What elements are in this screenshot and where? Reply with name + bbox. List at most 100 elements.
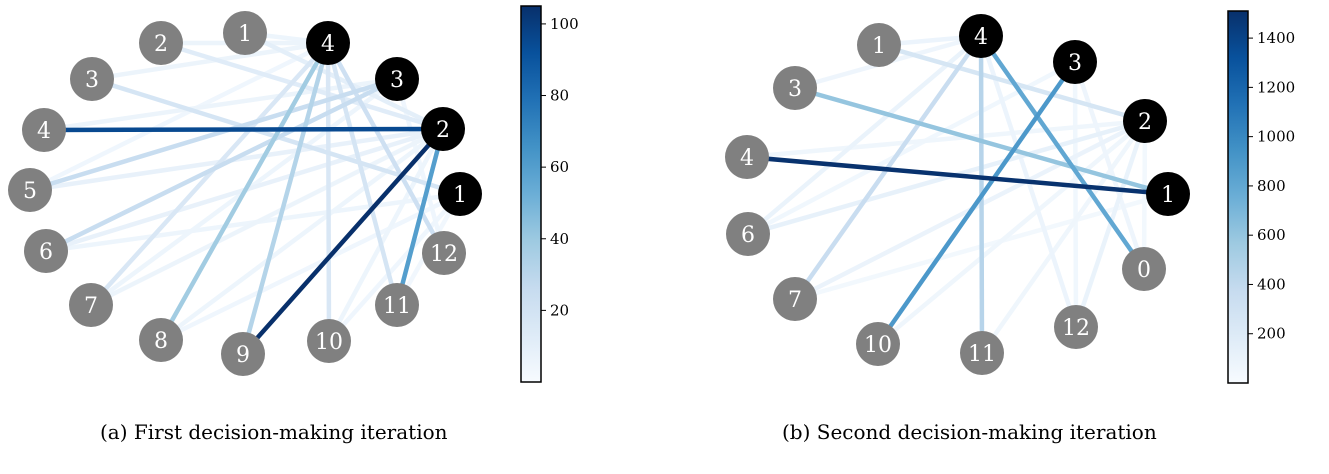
node-circle: [24, 229, 68, 273]
node-label: 9: [236, 343, 250, 368]
node-m12: 12: [1054, 305, 1098, 349]
node-circle: [70, 57, 114, 101]
node-m11: 11: [960, 331, 1004, 375]
colorbar-tick-label: 1000: [1257, 128, 1295, 146]
node-label: 1: [872, 34, 886, 59]
node-circle: [375, 283, 419, 327]
node-label: 10: [315, 330, 343, 355]
node-label: 6: [39, 240, 53, 265]
node-n12: 12: [422, 231, 466, 275]
node-m0: 0: [1122, 247, 1166, 291]
node-circle: [421, 107, 465, 151]
node-label: 4: [974, 25, 988, 50]
node-circle: [307, 319, 351, 363]
node-n2: 2: [139, 21, 183, 65]
node-label: 0: [1137, 258, 1151, 283]
colorbar-tick-label: 1400: [1257, 29, 1295, 47]
node-m6: 6: [726, 212, 770, 256]
colorbar-tick-label: 1200: [1257, 78, 1295, 96]
node-t2: 2: [1123, 99, 1167, 143]
node-n11: 11: [375, 283, 419, 327]
edge-n10-s4: [325, 42, 332, 342]
edge-m4-t1: [746, 154, 1169, 197]
node-circle: [1054, 305, 1098, 349]
edge-n11-s2: [394, 128, 446, 306]
node-label: 4: [321, 32, 335, 57]
node-label: 11: [383, 294, 411, 319]
colorbar-gradient: [1227, 10, 1249, 384]
colorbar-tick-label: 400: [1257, 275, 1286, 293]
node-circle: [773, 66, 817, 110]
colorbar-tick-label: 80: [550, 87, 569, 105]
node-n8: 8: [139, 318, 183, 362]
edge-t4-m0: [979, 34, 1146, 271]
node-circle: [69, 283, 113, 327]
node-n1: 1: [223, 11, 267, 55]
node-n10: 10: [307, 319, 351, 363]
colorbar-gradient: [520, 5, 542, 383]
node-label: 3: [1068, 51, 1082, 76]
node-circle: [221, 332, 265, 376]
edge-m0-t3: [1072, 61, 1147, 270]
panel-a-colorbar: 20 40 60 80 100: [520, 5, 579, 383]
edge-n12-s4: [326, 41, 446, 255]
edge-n10-s2: [327, 127, 445, 343]
node-circle: [726, 212, 770, 256]
node-s4: 4: [306, 21, 350, 65]
edge-n8-s1: [160, 191, 461, 343]
edge-m10-t3: [876, 60, 1077, 346]
node-circle: [773, 277, 817, 321]
edge-m6-t4: [746, 34, 983, 236]
panel-a-edges: [29, 30, 462, 356]
node-circle: [1146, 172, 1190, 216]
node-label: 1: [238, 22, 252, 47]
edge-m10-t2: [876, 119, 1147, 346]
node-label: 2: [436, 118, 450, 143]
node-n9: 9: [221, 332, 265, 376]
node-label: 3: [788, 77, 802, 102]
edge-m12-t3: [1072, 61, 1079, 328]
node-circle: [22, 108, 66, 152]
node-m10: 10: [856, 322, 900, 366]
node-label: 11: [968, 342, 996, 367]
node-label: 12: [430, 242, 458, 267]
node-label: 1: [1161, 183, 1175, 208]
node-label: 4: [37, 119, 51, 144]
node-t3: 3: [1053, 40, 1097, 84]
edge-n7-s2: [89, 126, 445, 308]
node-label: 12: [1062, 316, 1090, 341]
node-label: 1: [453, 183, 467, 208]
node-circle: [1053, 40, 1097, 84]
edge-n8-s4: [159, 41, 330, 342]
node-t4: 4: [959, 14, 1003, 58]
node-circle: [223, 11, 267, 55]
panel-b-colorbar: 200 400 600 800 1000 1200 1400: [1227, 10, 1295, 384]
node-m4: 4: [725, 135, 769, 179]
node-circle: [8, 168, 52, 212]
panel-b-edges: [746, 33, 1169, 355]
node-circle: [375, 57, 419, 101]
edge-m3-t1: [794, 85, 1169, 197]
edge-m11-t2: [980, 119, 1147, 355]
edge-n5-s4: [29, 40, 329, 193]
node-circle: [438, 172, 482, 216]
panel-b-caption: (b) Second decision-making iteration: [782, 420, 1157, 444]
colorbar-tick-label: 60: [550, 158, 569, 176]
node-label: 7: [788, 288, 802, 313]
node-circle: [306, 21, 350, 65]
node-label: 10: [864, 333, 892, 358]
edge-n6-s3: [45, 76, 398, 254]
edge-n10-s1: [327, 192, 462, 343]
node-m7: 7: [773, 277, 817, 321]
node-label: 3: [85, 68, 99, 93]
node-label: 7: [84, 294, 98, 319]
edge-m4-t2: [746, 118, 1146, 160]
node-n7: 7: [69, 283, 113, 327]
node-n4: 4: [22, 108, 66, 152]
node-n6: 6: [24, 229, 68, 273]
edge-m6-t2: [747, 118, 1146, 237]
colorbar-tick-label: 100: [550, 15, 579, 33]
node-circle: [139, 21, 183, 65]
panel-a-caption: (a) First decision-making iteration: [100, 420, 448, 444]
